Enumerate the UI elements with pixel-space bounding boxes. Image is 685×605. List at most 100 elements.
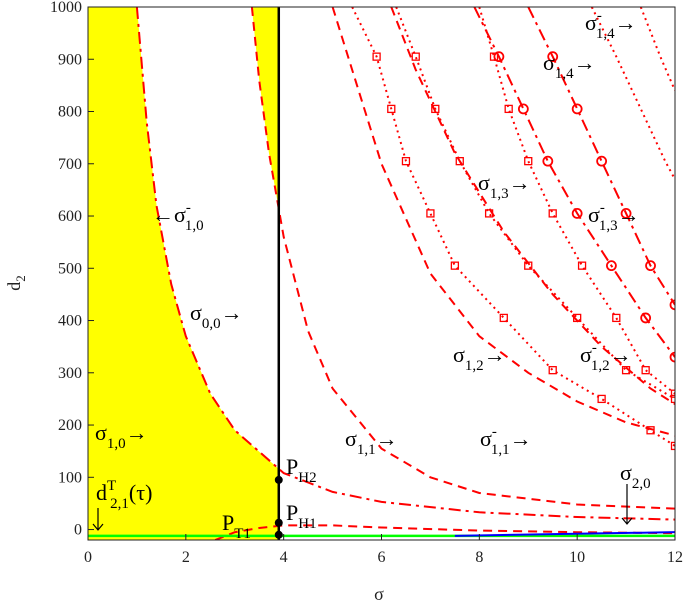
marker-s12m2: [670, 389, 675, 398]
annotation-a-sigma14: σ1,4→: [543, 50, 596, 82]
point-label-main: P: [222, 510, 234, 535]
x-tick-label: 10: [569, 549, 585, 566]
annotation-main: σ: [580, 342, 592, 367]
annotation-a-d21T: dT 2,1(τ): [96, 478, 152, 512]
svg-text:d2: d2: [4, 275, 28, 291]
annotation-a-sigma10m: ←σ- 1,0: [152, 200, 204, 234]
y-tick-label: 1000: [50, 0, 82, 16]
annotation-sup: -: [492, 424, 497, 440]
point-label-main: P: [286, 454, 298, 479]
annotation-sup: T: [107, 478, 116, 494]
series-layer: [88, 7, 675, 540]
annotation-arrow: →: [376, 426, 398, 451]
annotation-a-sigma13: σ1,3→: [478, 170, 531, 202]
marker-s13: [493, 51, 505, 63]
marker-s13: [669, 351, 675, 363]
annotation-sub: 1,1: [491, 442, 510, 458]
annotation-arrow-head: [621, 517, 633, 525]
annotation-sub: 1,2: [465, 358, 484, 374]
annotation-a-sigma12m: σ- 1,2→: [580, 340, 632, 374]
y-tick-label: 200: [58, 417, 82, 434]
stable-region-lower: [88, 7, 279, 540]
marker-s12: [670, 441, 675, 451]
annotation-a-sigma11: σ1,1→: [345, 426, 398, 458]
annotation-sub: 1,0: [185, 218, 204, 234]
annotation-arrow: →: [221, 300, 243, 325]
unstable-strip: [136, 7, 675, 520]
annotation-arrow-head: [92, 523, 104, 531]
marker-s12: [499, 313, 508, 323]
annotation-main: σ: [620, 460, 632, 485]
marker-s12m2: [548, 209, 557, 218]
series-s13m: [527, 7, 675, 306]
annotation-a-sigma14m: σ- 1,4→: [585, 8, 637, 42]
marker-s12: [646, 426, 655, 435]
point-H2: [274, 475, 283, 484]
series-s14: [590, 7, 675, 180]
point-label-H1: PH1: [286, 500, 317, 532]
marker-s12: [387, 104, 396, 114]
series-s11m: [390, 7, 675, 405]
annotation-sub: 1,3: [490, 186, 509, 202]
marker-s12m2: [504, 104, 513, 114]
point-label-sub: T1: [234, 526, 251, 542]
series-s10m: [250, 7, 675, 510]
series-s12: [351, 7, 675, 447]
annotation-main: σ: [95, 420, 107, 445]
annotation-sub: 0,0: [202, 316, 221, 332]
marker-s12: [426, 209, 435, 218]
point-T1: [274, 530, 283, 539]
point-label-T1: PT1: [222, 510, 251, 542]
annotation-sub: 1,3: [599, 218, 618, 234]
marker-s12: [372, 52, 381, 61]
marker-s12: [548, 366, 557, 375]
series-s11: [331, 7, 675, 437]
marker-s13m: [620, 208, 632, 219]
annotation-arrow: →: [618, 202, 640, 227]
annotation-sup: -: [597, 8, 602, 24]
point-label-sub: H1: [298, 516, 316, 532]
marker-s13: [542, 155, 554, 167]
annotation-arrow: →: [484, 342, 506, 367]
marker-s12m: [484, 209, 494, 218]
right-region: [278, 7, 675, 540]
annotation-sub: 1,4: [596, 26, 615, 42]
y-tick-label: 700: [58, 156, 82, 173]
annotation-a-sigma11m: σ- 1,1→: [480, 424, 532, 458]
x-tick-label: 4: [280, 549, 288, 566]
annotation-main: σ: [478, 170, 490, 195]
x-ticks: 0 2 4 6 8 10 12: [84, 534, 683, 566]
annotation-arrow: →: [615, 10, 637, 35]
y-axis-title-sub: 2: [13, 275, 28, 282]
annotation-a-sigma13m: σ- 1,3→: [588, 200, 640, 234]
y-tick-label: 100: [58, 469, 82, 486]
x-axis-title: σ: [374, 584, 384, 604]
annotation-sub: 1,0: [107, 436, 126, 452]
annotation-main: d: [96, 480, 107, 505]
annotation-a-sigma20: σ2,0: [620, 460, 651, 492]
annotation-main: σ: [585, 10, 597, 35]
y-tick-label: 600: [58, 208, 82, 225]
y-tick-label: 800: [58, 104, 82, 121]
annotation-tail: (τ): [129, 480, 153, 505]
x-tick-label: 8: [475, 549, 483, 566]
x-tick-label: 12: [667, 549, 683, 566]
annotation-sup: -: [186, 200, 191, 216]
annotation-a-sigma10: σ1,0→: [95, 420, 148, 452]
series-s20: [214, 524, 675, 540]
annotation-main: ←σ: [152, 202, 186, 227]
marker-s12m2: [641, 366, 650, 375]
annotations-layer: σ0,0→σ1,0→←σ-1,0σ1,1→ σ-1,1→σ1,2→ σ-1,2→σ1…: [92, 8, 651, 531]
y-axis-title-main: d: [4, 282, 24, 291]
marker-s12m: [573, 313, 582, 323]
marker-s12m: [670, 394, 675, 404]
annotation-main: σ: [190, 300, 202, 325]
marker-s12m: [431, 104, 440, 114]
annotation-arrow: →: [509, 170, 531, 195]
y-axis-title: d2: [4, 275, 28, 291]
point-H1: [274, 518, 283, 527]
annotation-main: σ: [588, 202, 600, 227]
annotation-sub: 1,1: [357, 442, 376, 458]
annotation-main: σ: [480, 426, 492, 451]
